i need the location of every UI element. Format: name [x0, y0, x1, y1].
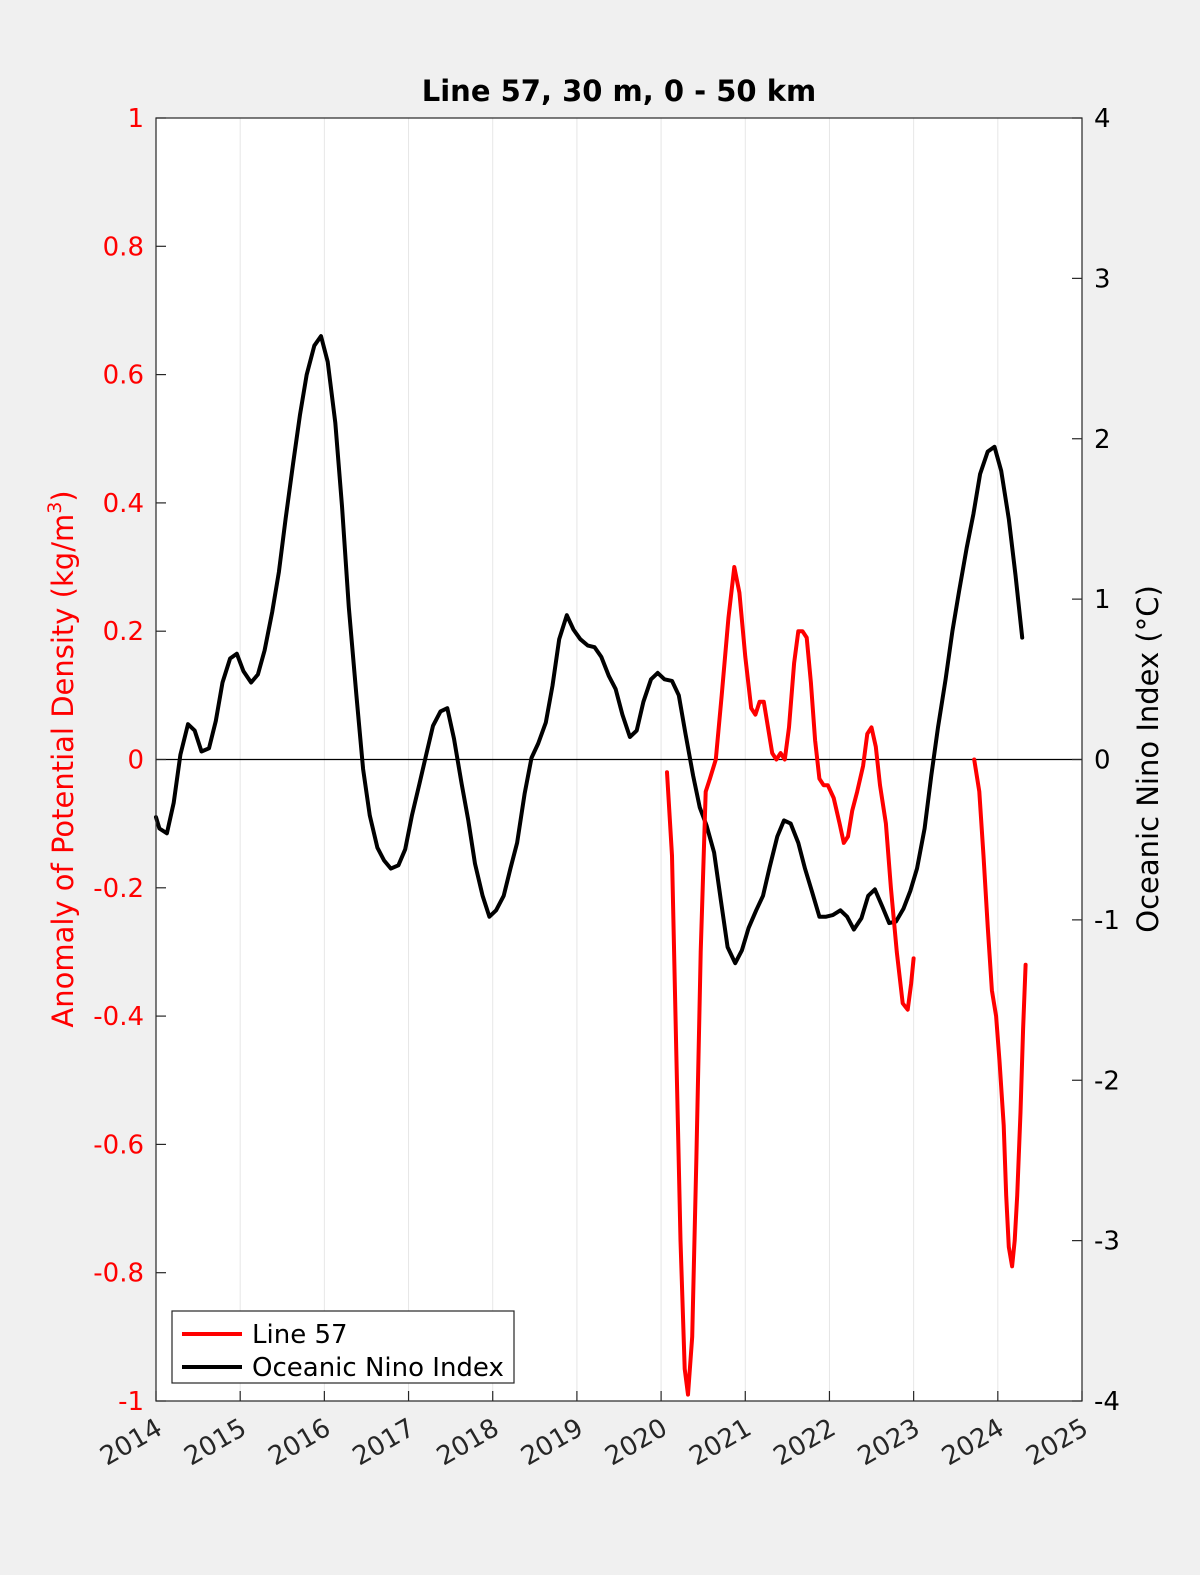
series-line-oceanic-nino-index-0	[154, 334, 1025, 966]
right-y-tick-label--3: -3	[1094, 1227, 1120, 1257]
right-y-tick-label--1: -1	[1094, 906, 1120, 936]
series-line-line-57-1	[972, 757, 1028, 1269]
left-y-tick-label--1: -1	[118, 1387, 144, 1417]
right-y-axis-label: Oceanic Nino Index (°C)	[1131, 585, 1165, 933]
left-y-label-superscript: 3	[44, 502, 66, 514]
left-y-tick-label--0.6: -0.6	[93, 1130, 144, 1160]
right-y-tick-label-3: 3	[1094, 264, 1111, 294]
left-y-tick-label--0.2: -0.2	[93, 874, 144, 904]
left-y-axis: -1 -0.8 -0.6 -0.4 -0.2 0 0.2 0.4 0.6 0.8 1	[93, 104, 166, 1417]
left-y-tick-label-0.4: 0.4	[103, 489, 144, 519]
left-y-tick-label-0: 0	[127, 746, 144, 776]
legend-label-line-57: Line 57	[252, 1320, 348, 1350]
right-y-tick-label--2: -2	[1094, 1066, 1120, 1096]
right-y-tick-label-1: 1	[1094, 585, 1111, 615]
left-y-tick-label-0.2: 0.2	[103, 617, 144, 647]
left-y-tick-label-1: 1	[127, 104, 144, 134]
series-line-line-57-0	[665, 565, 916, 1397]
left-y-tick-label--0.8: -0.8	[93, 1259, 144, 1289]
legend-box	[171, 1310, 515, 1384]
left-y-tick-label--0.4: -0.4	[93, 1002, 144, 1032]
right-y-tick-label-2: 2	[1094, 425, 1111, 455]
legend: Line 57 Oceanic Nino Index	[171, 1310, 515, 1384]
series-group	[154, 334, 1028, 1397]
left-y-label-main: Anomaly of Potential Density (kg/m	[46, 514, 80, 1028]
legend-label-oni: Oceanic Nino Index	[252, 1353, 504, 1383]
left-y-label-close: )	[46, 490, 80, 501]
left-y-tick-label-0.8: 0.8	[103, 232, 144, 262]
right-y-tick-label-4: 4	[1094, 104, 1111, 134]
right-y-tick-label--4: -4	[1094, 1387, 1120, 1417]
chart-title: Line 57, 30 m, 0 - 50 km	[422, 74, 816, 108]
right-y-tick-label-0: 0	[1094, 746, 1111, 776]
left-y-axis-label: Anomaly of Potential Density (kg/m3)	[44, 490, 80, 1027]
left-y-tick-label-0.6: 0.6	[103, 361, 144, 391]
right-y-axis: -4 -3 -2 -1 0 1 2 3 4	[1072, 104, 1120, 1417]
